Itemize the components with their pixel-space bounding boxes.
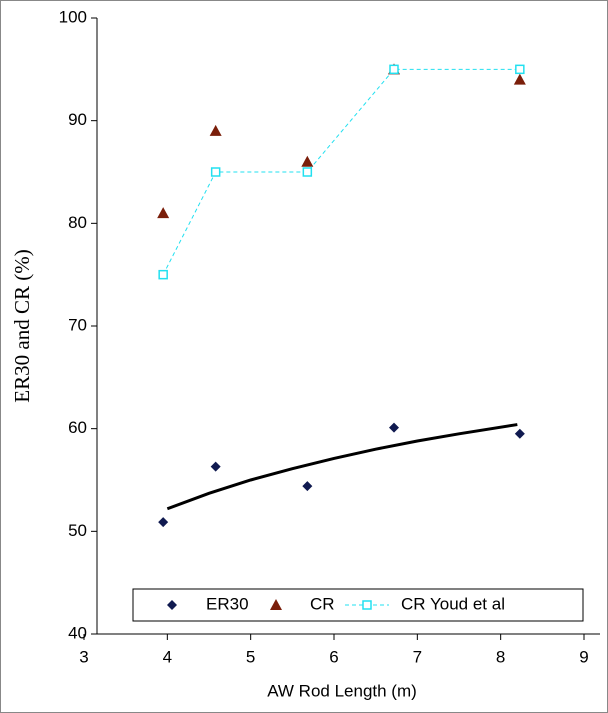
x-tick-label: 8 bbox=[496, 647, 505, 666]
point bbox=[157, 207, 170, 219]
y-tick-label: 80 bbox=[68, 213, 87, 232]
legend-label: CR bbox=[310, 594, 335, 613]
y-tick-label: 90 bbox=[68, 110, 87, 129]
point bbox=[210, 167, 221, 177]
point bbox=[209, 124, 222, 136]
point bbox=[389, 422, 399, 433]
point bbox=[515, 64, 525, 75]
x-tick-label: 3 bbox=[79, 647, 88, 666]
legend-label: CR Youd et al bbox=[401, 594, 505, 613]
x-axis-label: AW Rod Length (m) bbox=[267, 681, 417, 700]
point bbox=[514, 428, 525, 439]
y-axis-label: ER30 and CR (%) bbox=[10, 249, 34, 402]
legend-marker bbox=[362, 600, 372, 610]
point bbox=[158, 517, 169, 528]
point bbox=[302, 167, 313, 177]
y-tick-label: 50 bbox=[68, 521, 87, 540]
y-tick-label: 40 bbox=[68, 623, 87, 642]
x-tick-label: 5 bbox=[246, 647, 255, 666]
legend-marker bbox=[270, 599, 282, 610]
y-tick-label: 60 bbox=[68, 418, 87, 437]
legend-label: ER30 bbox=[206, 594, 249, 613]
x-tick-label: 7 bbox=[413, 647, 422, 666]
x-tick-label: 6 bbox=[329, 647, 338, 666]
trend-line bbox=[166, 423, 518, 511]
y-tick-label: 100 bbox=[59, 7, 87, 26]
point bbox=[389, 64, 399, 75]
x-tick-label: 4 bbox=[163, 647, 172, 666]
legend bbox=[132, 588, 584, 622]
point bbox=[158, 269, 168, 280]
y-tick-label: 70 bbox=[68, 315, 87, 334]
point bbox=[301, 155, 314, 167]
point bbox=[210, 461, 221, 472]
point bbox=[302, 481, 313, 492]
x-tick-label: 9 bbox=[579, 647, 588, 666]
legend-marker bbox=[167, 600, 177, 610]
point bbox=[513, 73, 526, 85]
